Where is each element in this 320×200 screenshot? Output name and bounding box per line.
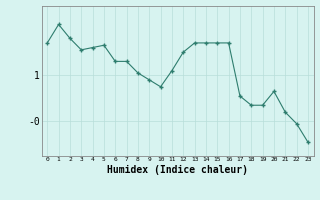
X-axis label: Humidex (Indice chaleur): Humidex (Indice chaleur) (107, 165, 248, 175)
